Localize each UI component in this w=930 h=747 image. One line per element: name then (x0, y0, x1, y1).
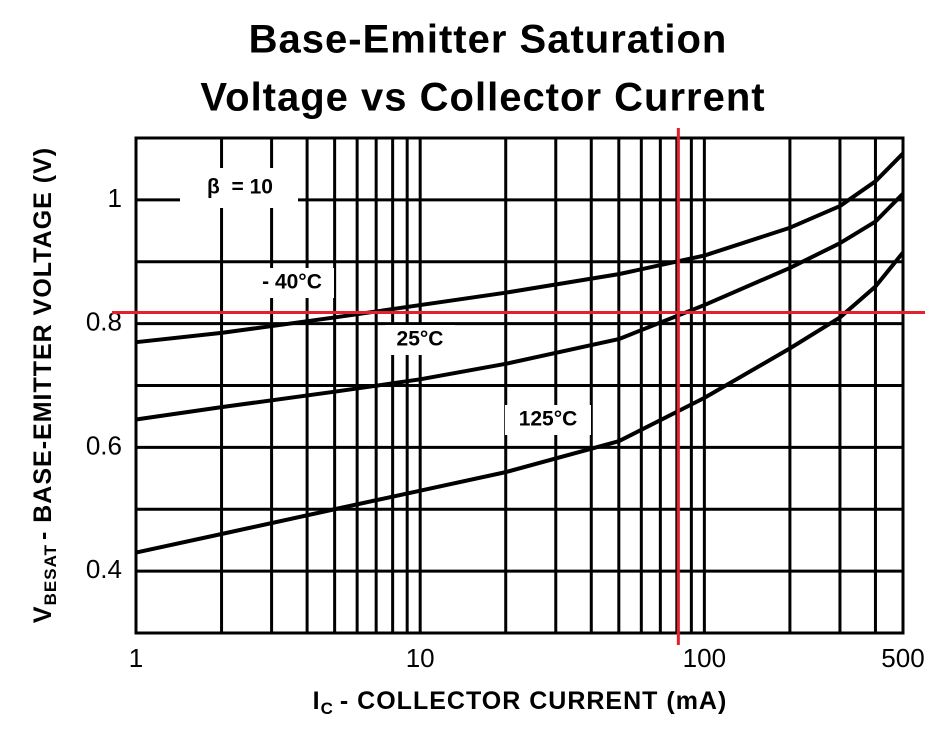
y-axis-label: VBESAT - BASE-EMITTER VOLTAGE (V) (29, 147, 61, 623)
series-line (135, 152, 905, 345)
x-label-sub: C (321, 699, 334, 718)
y-tick-label: 0.6 (86, 430, 122, 460)
annotation: β = 10 (207, 176, 273, 199)
y-label-sub: BESAT (41, 544, 60, 605)
y-label-rest: - BASE-EMITTER VOLTAGE (V) (29, 147, 57, 540)
series-label-bg (385, 325, 455, 355)
y-tick-label: 1 (108, 183, 122, 213)
series-label-bg (505, 405, 591, 435)
x-tick-label: 500 (881, 643, 924, 673)
x-axis-label: IC - COLLECTOR CURRENT (mA) (313, 687, 728, 719)
series-label: 125°C (519, 408, 578, 431)
series-label-bg (250, 268, 334, 298)
x-label-rest: - COLLECTOR CURRENT (mA) (340, 687, 727, 715)
chart-title: Voltage vs Collector Current (200, 76, 765, 120)
x-tick-label: 100 (683, 643, 726, 673)
x-tick-label: 1 (129, 643, 143, 673)
series-label: - 40°C (262, 271, 322, 294)
y-label-main: V (29, 605, 57, 623)
x-tick-label: 10 (406, 643, 435, 673)
series-label: 25°C (397, 328, 444, 351)
series-line (135, 192, 905, 422)
plot-frame (134, 136, 905, 635)
y-tick-label: 0.4 (86, 554, 122, 584)
annotation-bg (180, 168, 298, 208)
x-label-main: I (313, 687, 321, 715)
chart-title: Base-Emitter Saturation (249, 18, 728, 62)
series-line (135, 251, 905, 555)
